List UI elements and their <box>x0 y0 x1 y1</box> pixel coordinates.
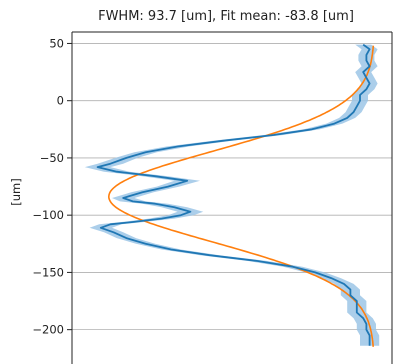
error-band <box>84 44 380 346</box>
y-tick-label-2: −50 <box>40 151 64 165</box>
chart-title: FWHM: 93.7 [um], Fit mean: -83.8 [um] <box>98 9 354 24</box>
y-tick-label-4: −150 <box>32 265 64 279</box>
y-tick-label-1: 0 <box>57 94 64 108</box>
measured-profile-line <box>96 43 371 346</box>
fit-curve-line <box>107 45 375 347</box>
y-tick-label-5: −200 <box>32 323 64 337</box>
y-ticks: 50 0 −50 −100 −150 −200 <box>32 36 72 337</box>
y-tick-label-0: 50 <box>49 36 64 50</box>
measured-profile <box>96 43 371 346</box>
error-band-area <box>84 44 380 346</box>
y-tick-label-3: −100 <box>32 208 64 222</box>
y-axis-label: [um] <box>9 178 23 205</box>
plot-frame <box>71 31 393 364</box>
fit-curve <box>107 45 375 347</box>
